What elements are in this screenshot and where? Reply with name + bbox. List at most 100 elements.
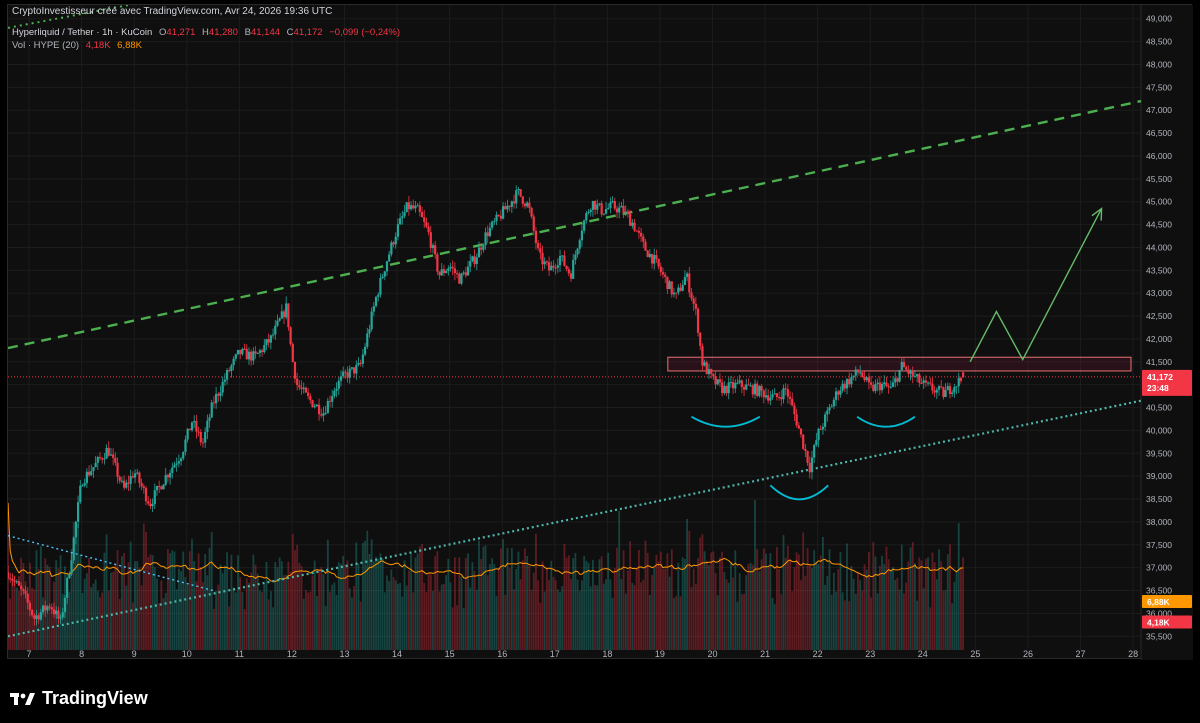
candle-body [808, 462, 811, 473]
volume-bar [127, 562, 130, 650]
candle-body [876, 382, 879, 385]
volume-bar [318, 569, 320, 650]
candle-body [629, 213, 632, 226]
candle-body [267, 339, 270, 343]
candle-body [298, 385, 301, 388]
candle-body [177, 461, 180, 464]
candle-body [90, 471, 93, 476]
volume-bar [953, 581, 956, 650]
candle-body [896, 378, 899, 382]
volume-bar [256, 573, 259, 650]
volume-bar [758, 571, 761, 650]
volume-bar [427, 573, 430, 650]
volume-bar [633, 585, 636, 650]
candle-body [486, 232, 489, 237]
candle-body [819, 428, 822, 430]
volume-bar [646, 552, 649, 650]
volume-bar [712, 551, 715, 650]
candle-body [442, 269, 446, 274]
volume-bar [508, 568, 511, 650]
candle-body [644, 241, 647, 251]
candle-body [37, 615, 40, 620]
candle-body [828, 407, 831, 411]
candle-body [501, 206, 505, 219]
chart-pane[interactable]: 35,500 36,000 36,500 37,000 37,500 38,000 38,5… [7, 4, 1193, 660]
volume-bar [392, 577, 395, 650]
symbol-legend[interactable]: Hyperliquid / Tether · 1h · KuCoin O41,2… [12, 27, 400, 38]
volume-bar [830, 594, 833, 650]
candle-body [497, 214, 500, 216]
candle-body [11, 578, 14, 581]
volume-bar [515, 568, 518, 650]
volume-bar [907, 561, 910, 650]
candle-body [109, 454, 113, 456]
candle-body [173, 464, 176, 468]
volume-bar [68, 591, 71, 650]
volume-legend[interactable]: Vol · HYPE (20) 4,18K 6,88K [12, 40, 142, 51]
volume-badge: 4,18K [1142, 615, 1192, 629]
candle-body [219, 392, 222, 396]
candle-body [512, 201, 516, 204]
volume-bar [920, 560, 923, 650]
volume-bar [243, 609, 246, 650]
symbol-name[interactable]: Hyperliquid / Tether · 1h · KuCoin [12, 27, 153, 38]
low-value: 41,144 [250, 27, 281, 38]
candle-body [889, 386, 892, 388]
volume-bar [916, 600, 919, 650]
volume-bar [510, 548, 513, 650]
price-chart-svg[interactable]: 35,500 36,000 36,500 37,000 37,500 38,000 38,5… [8, 5, 1193, 660]
candle-body [962, 372, 965, 377]
volume-bar [92, 583, 95, 650]
candle-body [946, 386, 949, 391]
candle-body [230, 365, 233, 371]
volume-bar [938, 549, 940, 650]
candle-body [609, 202, 612, 208]
volume-bar [390, 569, 393, 650]
volume-bar [416, 553, 419, 650]
volume-bar [305, 590, 307, 650]
candle-body [363, 346, 367, 355]
candle-body [591, 200, 595, 210]
volume-bar [922, 588, 925, 650]
volume-bar [596, 585, 599, 650]
volume-bar [278, 557, 281, 650]
candle-body [59, 617, 62, 619]
volume-bar [903, 593, 905, 650]
candle-body [583, 220, 586, 231]
candle-body [679, 287, 682, 291]
volume-bar [50, 607, 53, 650]
candle-body [403, 211, 406, 217]
candle-body [374, 296, 378, 307]
candle-body [541, 252, 544, 265]
candle-body [228, 370, 231, 372]
volume-bar [892, 567, 894, 650]
candle-body [188, 428, 191, 431]
candle-body [350, 367, 354, 369]
candle-body [383, 271, 386, 277]
y-tick-label: 37,500 [1146, 540, 1172, 550]
candle-body [863, 376, 866, 381]
candle-body [786, 389, 789, 397]
candle-body [519, 189, 522, 197]
volume-bar [269, 591, 272, 650]
candle-body [136, 472, 139, 474]
candle-body [24, 590, 27, 594]
volume-bar [655, 554, 658, 650]
volume-bar [574, 552, 577, 650]
volume-bar [868, 552, 870, 650]
volume-bar [156, 578, 158, 650]
candle-body [151, 504, 154, 506]
volume-bar [186, 584, 189, 650]
x-tick-label: 26 [1023, 649, 1033, 659]
volume-bar [666, 553, 669, 650]
volume-bar [561, 586, 564, 650]
volume-bar [688, 530, 691, 650]
volume-bar [129, 541, 132, 650]
tradingview-footer[interactable]: TradingView [10, 688, 148, 709]
volume-bar [784, 557, 787, 650]
candle-body [738, 380, 741, 383]
candle-body [291, 343, 294, 363]
volume-bar [548, 580, 550, 650]
volume-value: 4,18K [85, 40, 111, 51]
